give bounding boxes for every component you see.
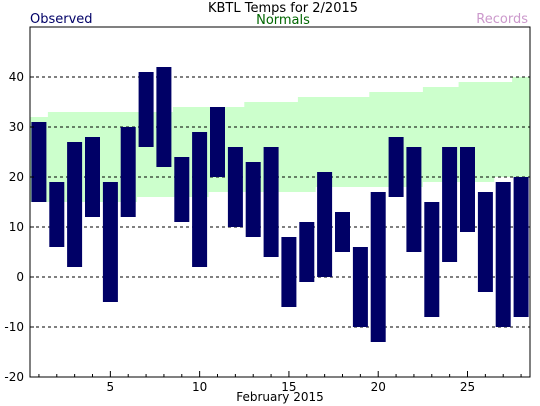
legend-normals: Normals — [256, 13, 310, 28]
observed-bar — [245, 162, 261, 237]
observed-bar — [31, 122, 47, 202]
observed-bar — [513, 177, 529, 317]
legend-records: Records — [476, 12, 528, 27]
normals-band — [30, 77, 530, 202]
observed-bar — [299, 222, 315, 282]
observed-bar — [317, 172, 333, 277]
observed-bar — [102, 182, 118, 302]
y-tick-label: -10 — [4, 320, 24, 334]
observed-bar — [442, 147, 458, 262]
y-tick-label: 30 — [9, 120, 24, 134]
observed-bar — [210, 107, 225, 177]
observed-bar — [460, 147, 475, 232]
observed-bar — [352, 247, 368, 327]
y-tick-label: 10 — [9, 220, 24, 234]
observed-bar — [120, 127, 136, 217]
observed-bar — [263, 147, 279, 257]
observed-bar — [406, 147, 422, 252]
observed-bar — [477, 192, 493, 292]
observed-bar — [174, 157, 190, 222]
observed-bar — [192, 132, 208, 267]
observed-bar — [370, 192, 386, 342]
observed-bar — [424, 202, 440, 317]
plot-frame — [29, 26, 531, 378]
y-tick-label: 20 — [9, 170, 24, 184]
observed-bar — [335, 212, 350, 252]
observed-bar — [281, 237, 297, 307]
x-axis-label: February 2015 — [236, 390, 324, 404]
y-tick-label: -20 — [4, 370, 24, 384]
observed-bar — [85, 137, 100, 217]
observed-bar — [495, 182, 511, 327]
x-tick-label: 20 — [371, 380, 386, 394]
y-tick-label: 0 — [16, 270, 24, 284]
legend-observed: Observed — [30, 12, 93, 27]
observed-bar — [227, 147, 243, 227]
observed-bar — [138, 72, 154, 147]
y-tick-label: 40 — [9, 70, 24, 84]
x-tick-label: 25 — [460, 380, 475, 394]
chart-title: KBTL Temps for 2/2015 — [208, 1, 358, 16]
observed-bar — [49, 182, 65, 247]
observed-bar — [388, 137, 404, 197]
x-tick-label: 5 — [107, 380, 115, 394]
observed-bar — [67, 142, 83, 267]
observed-bar — [156, 67, 172, 167]
x-tick-label: 15 — [281, 380, 296, 394]
x-tick-label: 10 — [192, 380, 207, 394]
